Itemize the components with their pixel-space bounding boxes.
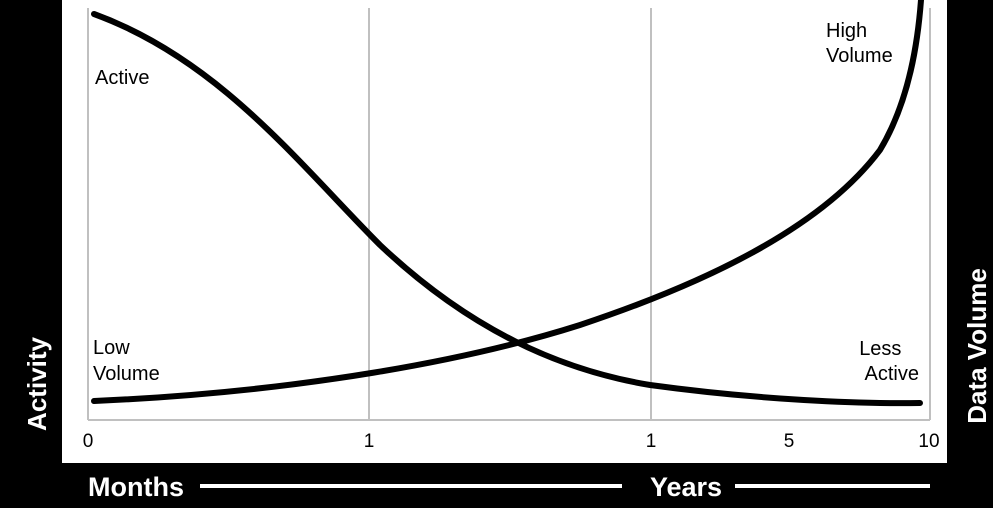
x-tick-5-years: 5 — [784, 431, 795, 452]
time-label-years: Years — [650, 472, 722, 502]
series-activity-curve — [91, 11, 923, 407]
x-tick-1-year: 1 — [646, 431, 657, 452]
label-low-volume-line1: Low — [93, 337, 130, 359]
label-high-volume: High Volume — [826, 20, 893, 67]
x-tick-0: 0 — [83, 431, 94, 452]
label-high-volume-line2: Volume — [826, 45, 893, 67]
label-high-volume-line1: High — [826, 20, 867, 42]
label-active: Active — [95, 67, 149, 89]
label-less-active: Less Active — [859, 338, 919, 385]
label-low-volume-line2: Volume — [93, 363, 160, 385]
time-label-months: Months — [88, 472, 184, 502]
label-low-volume: Low Volume — [93, 337, 160, 385]
label-less-active-line1: Less — [859, 338, 901, 360]
series-volume-curve — [91, 0, 924, 404]
x-tick-10-years: 10 — [918, 431, 939, 452]
x-tick-1-month: 1 — [364, 431, 375, 452]
label-less-active-line2: Active — [865, 363, 919, 385]
right-axis-label: Data Volume — [962, 268, 992, 424]
left-axis-label: Activity — [22, 337, 52, 431]
